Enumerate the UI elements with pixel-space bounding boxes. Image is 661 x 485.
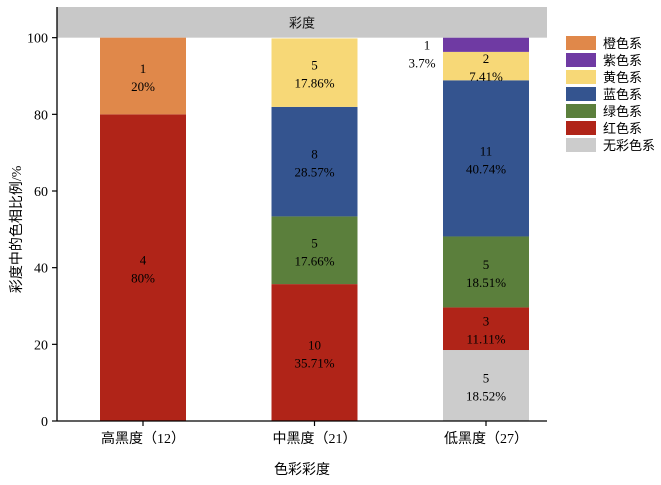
bar-segment (271, 284, 358, 421)
data-label-percent: 7.41% (469, 69, 503, 84)
y-tick-label: 40 (34, 262, 48, 277)
legend-label: 蓝色系 (603, 87, 642, 103)
data-labels: 4 80% 1 20% 10 35.71% 5 17.66% 8 28.57% 5 17.86% 5 18… (131, 38, 506, 404)
y-tick-label: 100 (27, 32, 48, 47)
y-tick-label: 20 (34, 338, 48, 353)
data-label-count: 5 (311, 235, 318, 250)
bar-segment (443, 37, 529, 52)
data-label-count: 5 (483, 371, 490, 386)
legend-swatch (566, 104, 596, 118)
data-label-percent: 28.57% (294, 165, 334, 180)
data-label-count: 2 (483, 51, 490, 66)
data-label-percent: 80% (131, 271, 155, 286)
y-tick-label: 0 (41, 415, 48, 430)
data-label-percent: 11.11% (466, 332, 505, 347)
header-label: 彩度 (289, 15, 315, 31)
legend-label: 绿色系 (603, 104, 642, 120)
x-tick-label: 高黑度（12） (101, 430, 185, 447)
x-tick-label: 中黑度（21） (273, 431, 357, 447)
data-label-percent: 18.51% (466, 275, 506, 290)
data-label-count: 11 (480, 143, 493, 158)
bar-segment (100, 114, 186, 421)
legend-label: 黄色系 (603, 70, 642, 86)
bar-segment (443, 80, 529, 237)
data-label-percent: 17.66% (294, 253, 334, 268)
x-axis-ticks: 高黑度（12） 中黑度（21） 低黑度（27） (101, 421, 528, 447)
data-label-count: 1 (424, 38, 431, 53)
x-axis-title: 色彩彩度 (274, 461, 330, 478)
y-axis-ticks: 0 20 40 60 80 100 (27, 32, 57, 430)
bar-segment (100, 37, 186, 115)
data-label-count: 5 (483, 257, 490, 272)
bar-segment (271, 216, 358, 285)
legend-label: 红色系 (603, 121, 642, 137)
axes (56, 7, 547, 422)
y-tick-label: 80 (34, 108, 48, 123)
legend-swatch (566, 36, 596, 50)
data-label-percent: 18.52% (466, 389, 506, 404)
legend-label: 橙色系 (603, 36, 642, 52)
data-label-count: 8 (311, 147, 318, 162)
legend-label: 无彩色系 (603, 138, 655, 154)
bar-segment (271, 38, 358, 107)
bar-segment (443, 307, 529, 351)
y-axis-title: 彩度中的色相比例/% (8, 165, 25, 293)
data-label-percent: 20% (131, 79, 155, 94)
header-band: 彩度 (57, 7, 547, 38)
data-label-count: 3 (483, 314, 490, 329)
data-label-count: 1 (140, 61, 147, 76)
bar-segments (100, 37, 529, 421)
legend-swatch (566, 53, 596, 67)
data-label-percent: 35.71% (294, 356, 334, 371)
data-label-percent: 17.86% (294, 76, 334, 91)
x-tick-label: 低黑度（27） (444, 431, 528, 447)
header-band-background (57, 7, 547, 38)
data-label-percent: 40.74% (466, 161, 506, 176)
legend-label: 紫色系 (603, 53, 642, 69)
data-label-count: 10 (308, 338, 321, 353)
legend-swatch (566, 70, 596, 84)
legend-swatch (566, 87, 596, 101)
bar-segment (271, 106, 358, 217)
bar-segment (443, 350, 529, 421)
legend-swatch (566, 138, 596, 152)
y-tick-label: 60 (34, 185, 48, 200)
data-label-count: 5 (311, 58, 318, 73)
bar-segment (443, 236, 529, 308)
legend-swatch (566, 121, 596, 135)
bar-segment (443, 51, 529, 81)
data-label-count: 4 (140, 253, 147, 268)
data-label-percent: 3.7% (408, 56, 435, 71)
